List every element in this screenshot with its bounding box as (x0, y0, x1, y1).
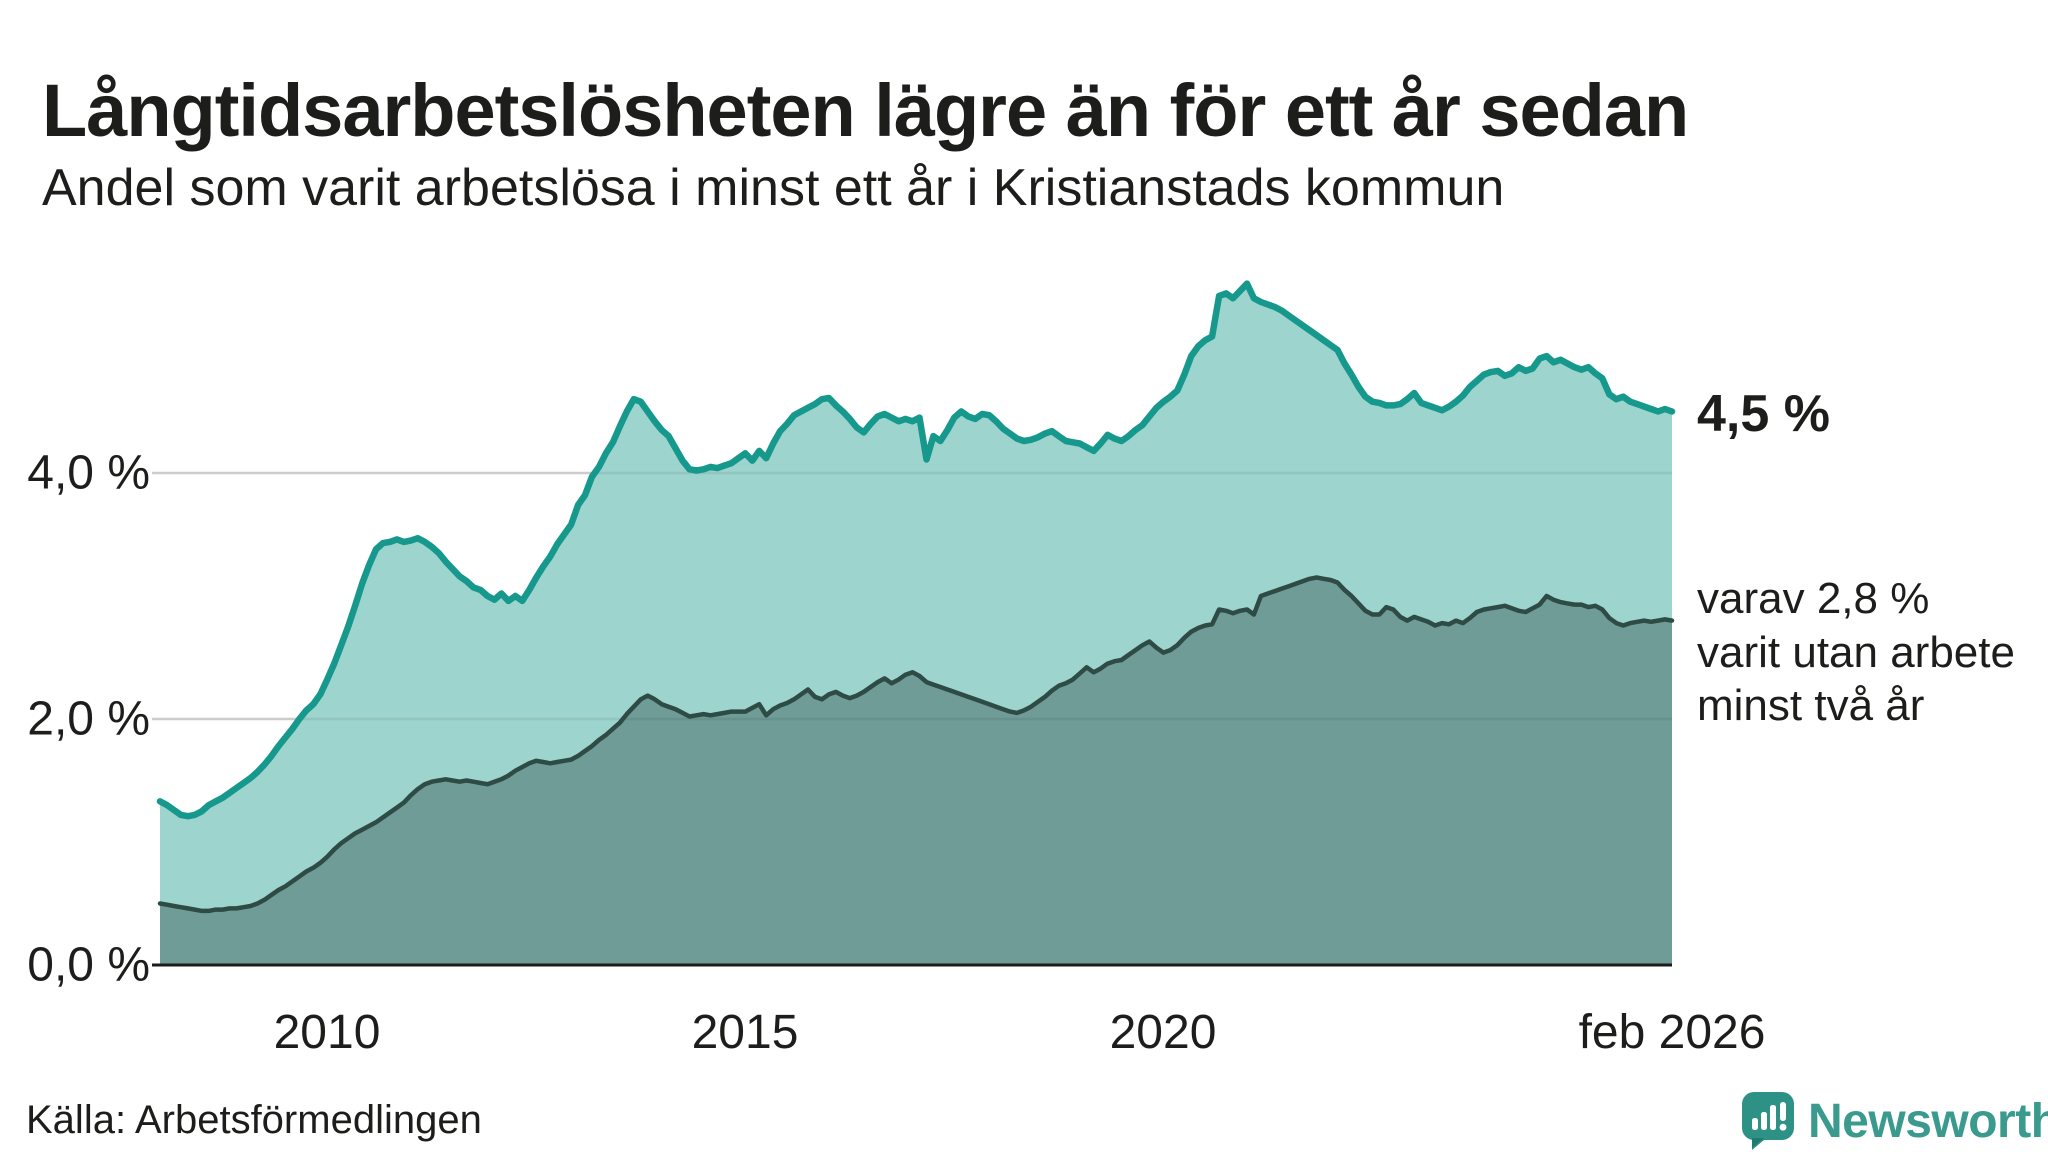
newsworthy-logo[interactable]: Newsworthy (1742, 1092, 2048, 1150)
logo-bar-3 (1770, 1105, 1776, 1130)
area-fill-1 (160, 577, 1672, 965)
series-line-0 (156, 280, 1676, 820)
x-axis-tick-label: 2010 (274, 1006, 381, 1059)
logo-exclamation-dot (1779, 1123, 1787, 1131)
y-axis-tick-label: 0,0 % (27, 939, 150, 992)
series-line-1 (157, 575, 1675, 914)
newsworthy-wordmark: Newsworthy (1808, 1094, 2048, 1148)
logo-bar-1 (1752, 1118, 1758, 1130)
y-axis-tick-label: 2,0 % (27, 693, 150, 746)
source-credit: Källa: Arbetsförmedlingen (26, 1098, 482, 1142)
logo-bar-2 (1761, 1112, 1767, 1130)
x-axis-tick-label: 2015 (692, 1006, 799, 1059)
x-axis-tick-label: 2020 (1110, 1006, 1217, 1059)
annotation-line-1: varav 2,8 % (1697, 574, 1930, 623)
series-annotation: varav 2,8 % varit utan arbete minst två … (1697, 572, 2015, 733)
chart-subtitle: Andel som varit arbetslösa i minst ett å… (42, 159, 1505, 217)
y-axis-tick-label: 4,0 % (27, 447, 150, 500)
chart-title: Långtidsarbetslösheten lägre än för ett … (42, 68, 1689, 152)
logo-exclamation-bar (1780, 1102, 1786, 1121)
newsworthy-logo-icon (1742, 1092, 1794, 1150)
series-end-value-label: 4,5 % (1697, 385, 1830, 443)
x-axis-tick-label: feb 2026 (1579, 1006, 1766, 1059)
annotation-line-3: minst två år (1697, 681, 1925, 731)
annotation-line-2: varit utan arbete (1697, 627, 2015, 677)
